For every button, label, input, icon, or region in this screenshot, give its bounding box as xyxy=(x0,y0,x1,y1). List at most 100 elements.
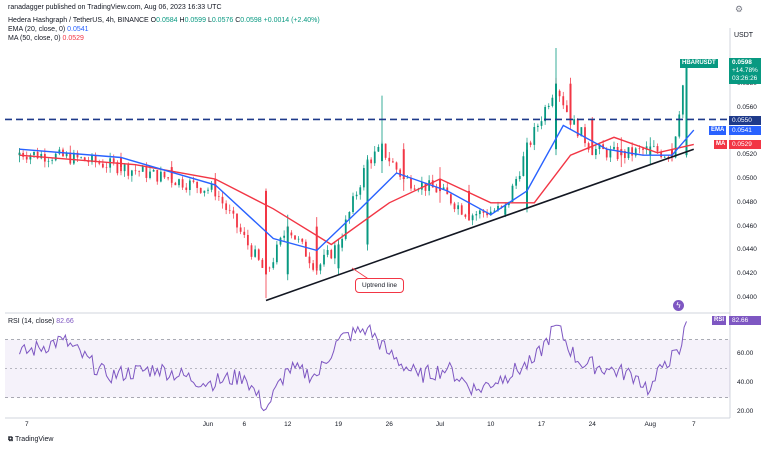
rsi-tag: 82.66 xyxy=(729,316,761,325)
price-tick-label: 0.0460 xyxy=(737,222,757,230)
candle-body xyxy=(29,155,32,160)
candle-body xyxy=(243,231,246,235)
candle-body xyxy=(33,151,35,156)
candle-body xyxy=(395,162,398,170)
alert-bolt-icon[interactable]: ϟ xyxy=(673,300,684,311)
candle-body xyxy=(116,162,119,174)
publish-line: ranadagger published on TradingView.com,… xyxy=(8,4,222,11)
candle-body xyxy=(656,146,659,152)
candle-body xyxy=(18,152,21,156)
candles xyxy=(18,47,688,299)
candle-body xyxy=(587,143,590,150)
candle-body xyxy=(178,179,180,186)
candle-body xyxy=(576,119,579,137)
candle-body xyxy=(54,153,57,161)
candle-body xyxy=(337,244,340,269)
candle-body xyxy=(301,238,304,242)
candle-body xyxy=(254,249,257,257)
time-tick-label: 12 xyxy=(284,421,292,428)
candle-body xyxy=(344,219,347,239)
candle-body xyxy=(130,170,133,176)
candle-body xyxy=(286,226,289,275)
candle-body xyxy=(439,178,441,191)
time-tick-label: 17 xyxy=(537,421,546,428)
grid xyxy=(5,28,731,419)
gear-icon[interactable]: ⚙ xyxy=(735,4,744,14)
candle-body xyxy=(112,158,115,163)
candle-body xyxy=(410,177,412,189)
ema-legend[interactable]: EMA (20, close, 0) 0.0541 xyxy=(8,26,89,33)
candle-body xyxy=(609,149,612,158)
candle-body xyxy=(192,180,195,182)
candle-body xyxy=(294,235,296,240)
time-axis[interactable]: 7 Jun 6 12 19 26 Jul 10 17 24 Aug 7 xyxy=(0,419,730,431)
candle-body xyxy=(257,249,260,260)
candle-body xyxy=(246,234,249,246)
ohlc-c-label: C xyxy=(235,17,241,24)
candle-body xyxy=(605,149,608,158)
candle-body xyxy=(500,205,503,207)
candle-body xyxy=(533,127,536,145)
ohlc-high: 0.0599 xyxy=(184,17,206,24)
last-price-tag: 0.0598 +14.78% 03:26:26 xyxy=(729,58,761,84)
candle-body xyxy=(149,171,151,178)
candle-body xyxy=(101,163,104,168)
candle-body xyxy=(616,146,619,160)
candle-body xyxy=(141,166,144,172)
candle-body xyxy=(228,209,231,211)
price-tick-label: 0.0400 xyxy=(737,294,757,302)
candle-body xyxy=(547,105,550,107)
candle-body xyxy=(580,127,583,137)
candle-body xyxy=(210,184,213,190)
candle-body xyxy=(40,153,43,159)
ema-legend-label: EMA (20, close, 0) xyxy=(8,26,66,33)
candle-body xyxy=(518,175,521,180)
last-change-pct: +14.78% xyxy=(732,67,758,74)
candle-body xyxy=(359,187,362,195)
price-tick-label: 0.0520 xyxy=(737,151,757,159)
candle-body xyxy=(203,190,206,193)
time-tick-label: 7 xyxy=(691,421,696,428)
candle-body xyxy=(152,169,155,172)
candle-body xyxy=(159,171,162,182)
ohlc-l-label: L xyxy=(207,17,212,24)
tradingview-logo: ⧉ TradingView xyxy=(8,436,53,444)
rsi-legend[interactable]: RSI (14, close) 82.66 xyxy=(8,318,74,325)
candle-body xyxy=(569,83,572,120)
candle-body xyxy=(181,179,184,188)
symbol-tag: HBARUSDT xyxy=(680,59,718,68)
candle-body xyxy=(420,182,423,190)
ema-legend-value: 0.0541 xyxy=(67,26,89,33)
candle-body xyxy=(678,114,681,137)
time-tick-label: 26 xyxy=(385,421,393,428)
ma-legend[interactable]: MA (50, close, 0) 0.0529 xyxy=(8,35,84,42)
candle-body xyxy=(634,148,637,156)
candle-body xyxy=(304,241,307,257)
candle-body xyxy=(51,160,54,161)
rsi-legend-value: 82.66 xyxy=(56,318,74,325)
candle-body xyxy=(558,90,561,97)
candle-body xyxy=(584,127,586,144)
candle-body xyxy=(105,167,108,169)
candle-body xyxy=(58,149,61,154)
rsi-pane xyxy=(5,321,730,412)
candle-body xyxy=(120,157,122,168)
candle-body xyxy=(330,250,333,259)
candle-body xyxy=(598,144,601,150)
candle-body xyxy=(326,250,329,255)
candle-body xyxy=(362,168,365,188)
price-tick-label: 0.0420 xyxy=(737,270,757,278)
candle-body xyxy=(134,170,137,172)
time-tick-label: 24 xyxy=(588,421,596,428)
indicator-lines xyxy=(5,118,730,302)
candle-body xyxy=(594,149,597,156)
candle-body xyxy=(348,212,351,220)
candle-body xyxy=(435,187,438,193)
candle-body xyxy=(188,180,191,190)
candle-body xyxy=(649,149,652,156)
candle-body xyxy=(312,263,315,270)
rsi-axis: 60.00 40.00 20.00 xyxy=(733,0,765,463)
candle-body xyxy=(163,171,166,178)
candle-body xyxy=(275,244,278,263)
